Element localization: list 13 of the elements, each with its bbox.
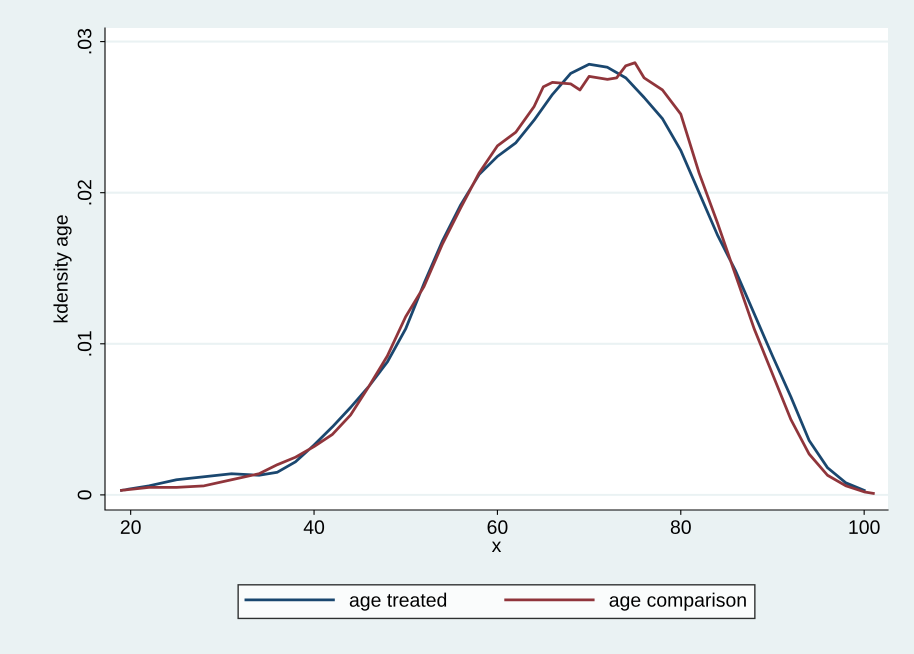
y-tick-label: .03 bbox=[78, 28, 92, 54]
y-axis-title: kdensity age bbox=[53, 215, 72, 322]
x-tick-label: 20 bbox=[120, 520, 141, 534]
x-tick-label: 60 bbox=[488, 520, 508, 534]
y-tick-label: .02 bbox=[78, 180, 92, 204]
x-tick-label: 80 bbox=[670, 520, 691, 534]
y-tick-label: 0 bbox=[78, 490, 92, 500]
legend-label: age treated bbox=[350, 592, 446, 611]
y-tick-label: .01 bbox=[78, 331, 92, 356]
legend-label: age comparison bbox=[610, 592, 746, 611]
x-axis-title: x bbox=[492, 542, 502, 552]
x-tick-label: 40 bbox=[304, 520, 324, 534]
x-tick-label: 100 bbox=[849, 520, 880, 534]
